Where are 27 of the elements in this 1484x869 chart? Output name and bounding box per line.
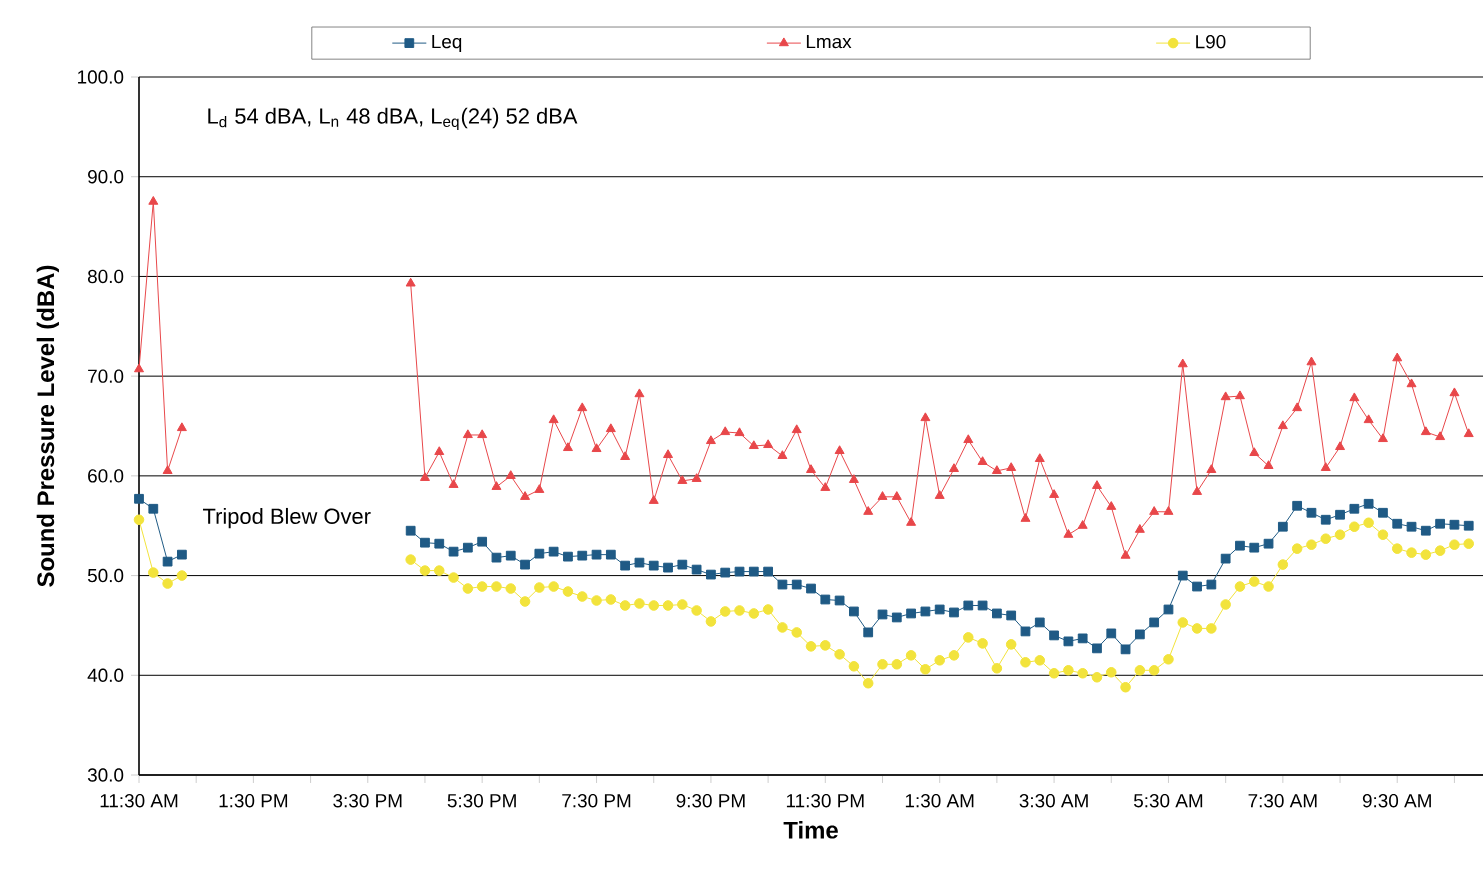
annotation: L$_{d}$ 54 dBA, L$_{n}$ 48 dBA, L$_{eq}$(24) 52 dBA bbox=[208, 107, 578, 131]
y-axis-title: Sound Pressure Level (dBA) bbox=[36, 265, 59, 587]
x-tick-label: 5:30 PM bbox=[447, 793, 516, 808]
x-tick-label: 9:30 AM bbox=[1362, 793, 1431, 808]
x-tick-label: 7:30 PM bbox=[562, 793, 631, 808]
x-tick-label: 11:30 AM bbox=[100, 793, 178, 808]
y-tick-label: 70.0 bbox=[88, 369, 124, 383]
x-tick-label: 5:30 AM bbox=[1133, 793, 1203, 808]
y-tick-label: 40.0 bbox=[87, 668, 124, 682]
legend-label: L90 bbox=[1196, 34, 1226, 49]
x-tick-label: 3:30 AM bbox=[1019, 793, 1088, 808]
x-tick-label: 7:30 AM bbox=[1248, 793, 1317, 808]
x-tick-label: 9:30 PM bbox=[676, 793, 745, 808]
y-tick-label: 90.0 bbox=[88, 170, 124, 184]
x-tick-label: 1:30 PM bbox=[219, 793, 288, 808]
legend-label: Lmax bbox=[806, 35, 852, 49]
y-tick-label: 80.0 bbox=[87, 269, 124, 284]
y-tick-label: 100.0 bbox=[78, 70, 124, 84]
x-tick-label: 3:30 PM bbox=[333, 793, 402, 808]
y-tick-label: 30.0 bbox=[87, 768, 124, 782]
x-axis-title: Time bbox=[783, 821, 838, 839]
x-tick-label: 1:30 AM bbox=[905, 793, 974, 808]
legend-label: Leq bbox=[432, 35, 462, 53]
y-tick-label: 60.0 bbox=[88, 469, 124, 483]
x-tick-label: 11:30 PM bbox=[786, 793, 864, 808]
y-tick-label: 50.0 bbox=[87, 568, 124, 583]
annotation: Tripod Blew Over bbox=[203, 507, 371, 529]
